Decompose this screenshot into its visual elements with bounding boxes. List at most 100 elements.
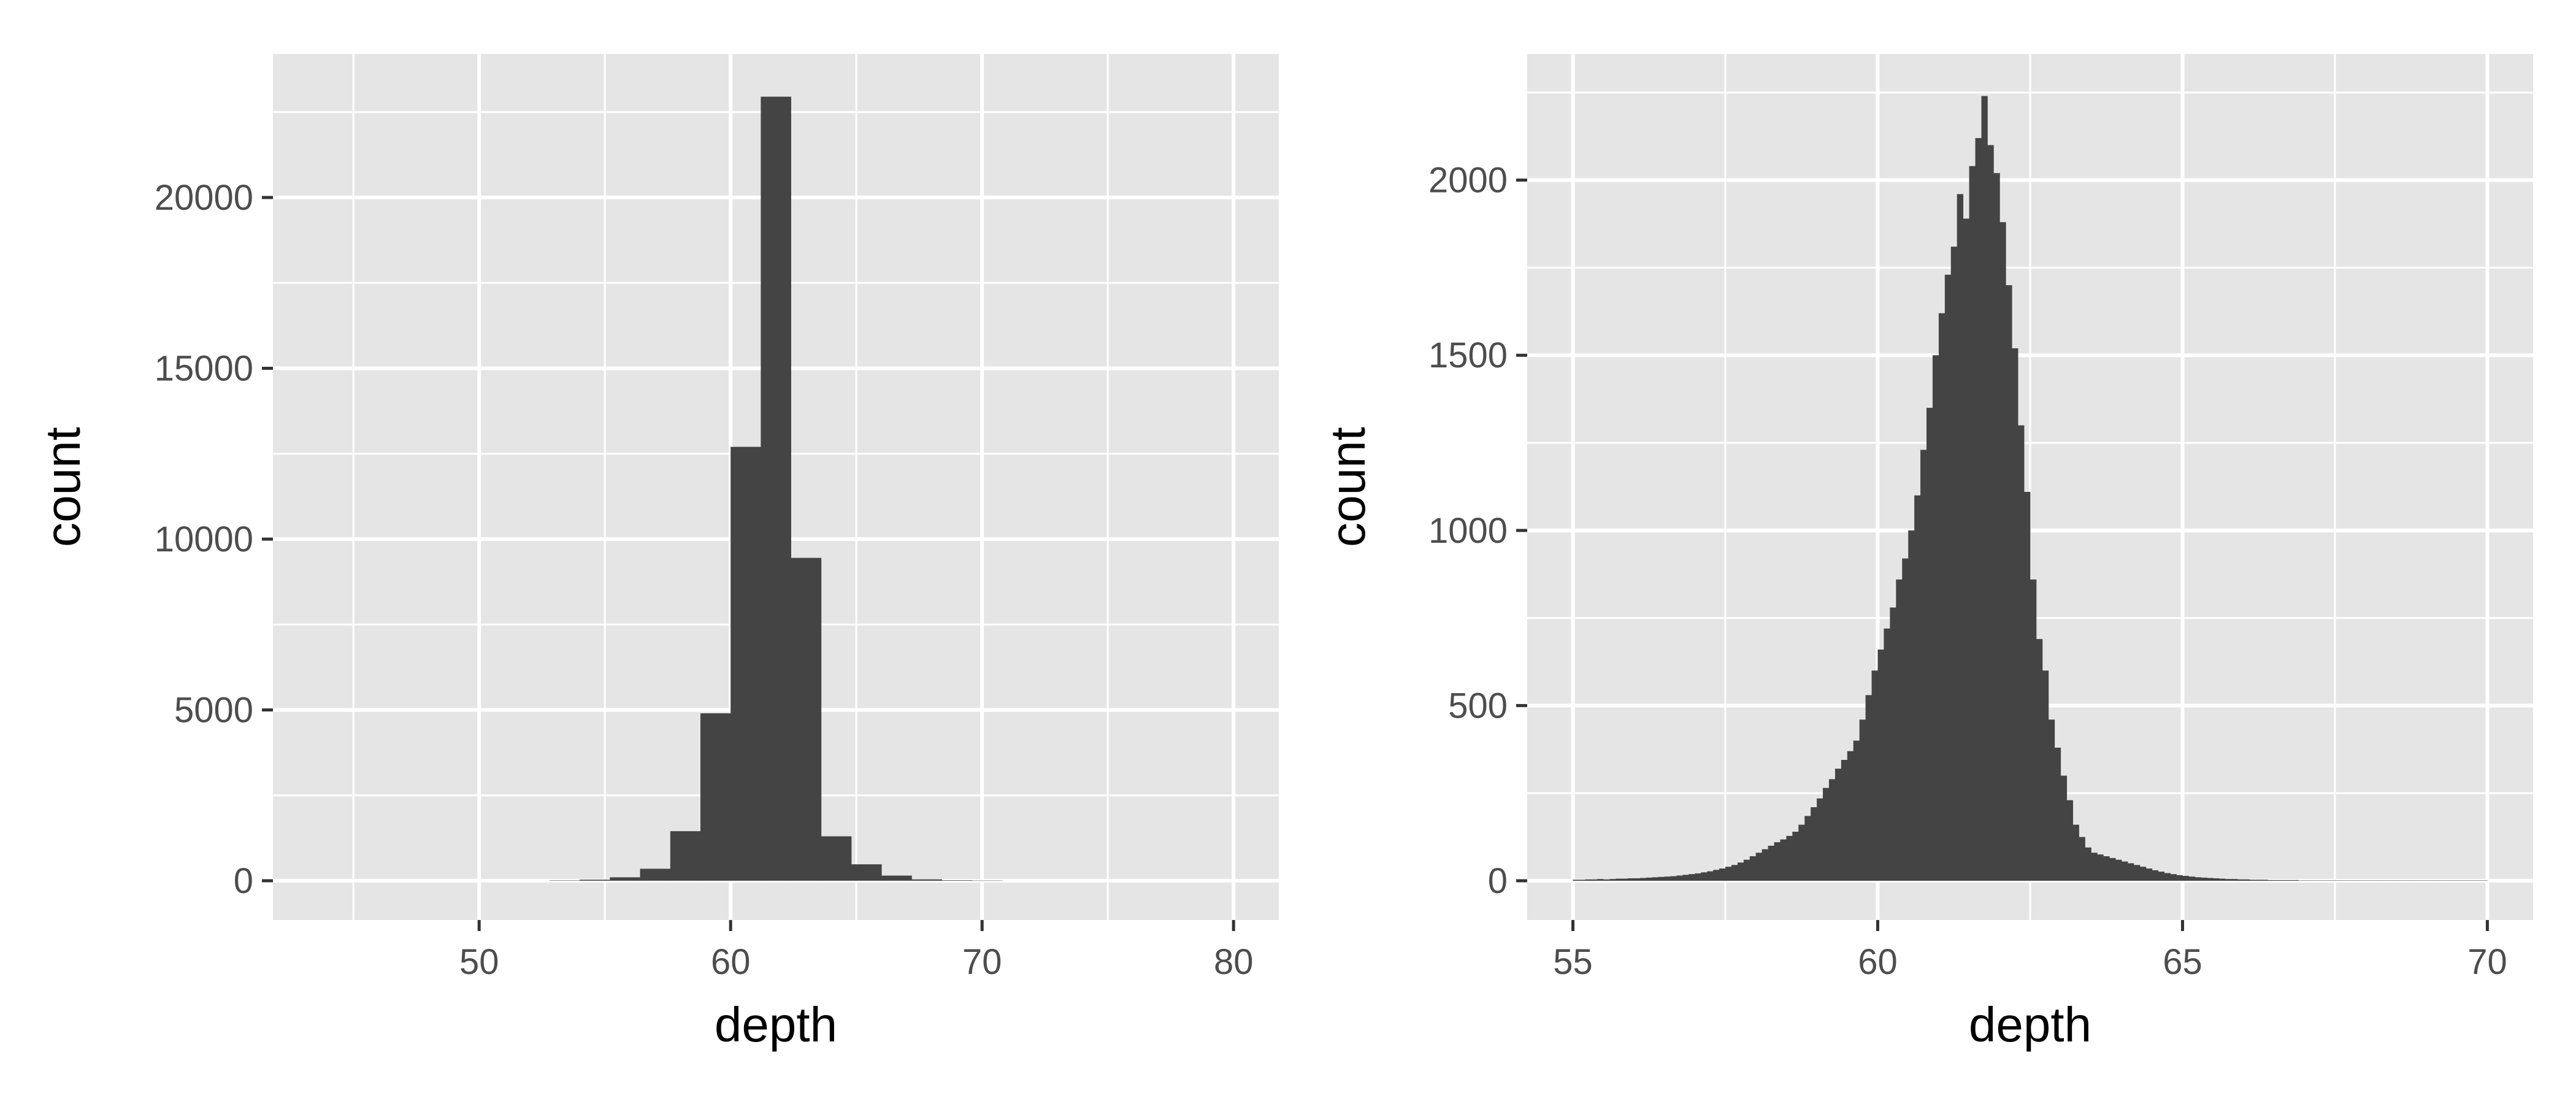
histogram-bar bbox=[2195, 877, 2201, 881]
histogram-bar bbox=[1914, 495, 1921, 881]
histogram-bar bbox=[1877, 650, 1884, 881]
y-tick-label: 2000 bbox=[1428, 161, 1508, 201]
histogram-bar bbox=[1786, 835, 1793, 881]
histogram-bar bbox=[1616, 878, 1622, 881]
y-tick-label: 5000 bbox=[174, 690, 253, 730]
histogram-bar bbox=[1908, 530, 1915, 881]
histogram-bar bbox=[610, 877, 640, 881]
histogram-bar bbox=[1969, 166, 1976, 881]
histogram-bar bbox=[1603, 879, 1610, 881]
histogram-bar bbox=[1725, 867, 1732, 881]
histogram-bar bbox=[2267, 880, 2274, 881]
histogram-bar bbox=[1780, 839, 1787, 881]
histogram-bar bbox=[851, 864, 882, 881]
histogram-bar bbox=[2158, 872, 2165, 881]
histogram-bar bbox=[1950, 247, 1958, 881]
histogram-bar bbox=[2066, 800, 2073, 881]
histogram-bar bbox=[1585, 879, 1592, 881]
histogram-bar bbox=[1591, 879, 1598, 881]
histogram-bar bbox=[2145, 868, 2153, 881]
histogram-bar bbox=[2054, 747, 2061, 881]
histogram-bar bbox=[2365, 880, 2372, 881]
histogram-bar bbox=[1841, 759, 1848, 881]
x-tick-label: 65 bbox=[2163, 942, 2202, 982]
histogram-bar bbox=[2469, 880, 2475, 881]
y-tick-label: 20000 bbox=[155, 178, 253, 218]
histogram-bar bbox=[1761, 849, 1769, 881]
histogram-bar bbox=[2414, 880, 2421, 881]
histogram-bar bbox=[1749, 856, 1757, 881]
histogram-bar bbox=[2115, 859, 2122, 881]
histogram-bar bbox=[2438, 880, 2445, 881]
histogram-bar bbox=[2402, 880, 2409, 881]
histogram-bar bbox=[1999, 222, 2006, 881]
histogram-bar bbox=[1865, 695, 1872, 881]
histogram-bar bbox=[1774, 842, 1781, 881]
histogram-bar bbox=[1957, 194, 1964, 881]
histogram-bar bbox=[1932, 355, 1939, 881]
right-histogram-panel: 0 500 1000 1500 2000 55 60 65 70 depth count bbox=[1321, 54, 2533, 1052]
histogram-bar bbox=[2420, 880, 2427, 881]
x-tick-label: 55 bbox=[1553, 942, 1593, 982]
histogram-bar bbox=[1804, 816, 1811, 881]
histogram-bar bbox=[2213, 878, 2220, 881]
histogram-bar bbox=[550, 880, 580, 881]
histogram-bar bbox=[670, 831, 701, 881]
histogram-bar bbox=[2219, 878, 2226, 881]
histogram-bar bbox=[2201, 877, 2207, 881]
histogram-bar bbox=[1884, 628, 1890, 881]
y-tick-label: 1000 bbox=[1428, 511, 1508, 551]
histogram-bar bbox=[1737, 862, 1744, 881]
histogram-bar bbox=[2249, 880, 2256, 881]
histogram-bar bbox=[2231, 879, 2238, 881]
histogram-bar bbox=[2463, 880, 2470, 881]
histogram-bar bbox=[1622, 878, 1628, 881]
histogram-bar bbox=[1859, 719, 1866, 881]
histogram-bar bbox=[2304, 880, 2311, 881]
histogram-bar bbox=[2377, 880, 2384, 881]
left-histogram-panel: 0 5000 10000 15000 20000 50 60 70 80 depth count bbox=[36, 54, 1279, 1052]
histogram-bar bbox=[1701, 872, 1708, 881]
histogram-bar bbox=[1658, 876, 1665, 881]
y-tick-label: 500 bbox=[1448, 686, 1508, 726]
histogram-bar bbox=[2408, 880, 2415, 881]
y-tick-label: 0 bbox=[1488, 861, 1508, 901]
histogram-bar bbox=[2176, 875, 2183, 881]
histogram-bar bbox=[2243, 879, 2250, 881]
histogram-bar bbox=[2085, 847, 2091, 881]
histogram-bar bbox=[1664, 876, 1671, 881]
histogram-bar bbox=[1755, 853, 1763, 881]
histogram-bar bbox=[1926, 407, 1933, 881]
histogram-bar bbox=[2255, 880, 2263, 881]
histogram-bar bbox=[1975, 138, 1982, 881]
histogram-bar bbox=[1871, 670, 1878, 881]
histogram-bar bbox=[1798, 824, 1805, 881]
histogram-bar bbox=[2188, 876, 2195, 881]
histogram-bar bbox=[941, 880, 973, 881]
y-tick-label: 0 bbox=[234, 861, 253, 901]
histogram-bar bbox=[1823, 788, 1830, 881]
histogram-bar bbox=[1695, 873, 1701, 881]
y-tick-label: 1500 bbox=[1428, 335, 1508, 375]
histogram-bar bbox=[821, 836, 852, 881]
histogram-bar bbox=[1920, 450, 1927, 881]
histogram-bar bbox=[1834, 769, 1842, 881]
histogram-bar bbox=[2317, 880, 2323, 881]
histogram-bar bbox=[580, 880, 610, 881]
histogram-bar bbox=[1652, 877, 1659, 881]
histogram-bar bbox=[1597, 879, 1604, 881]
x-tick-label: 50 bbox=[459, 942, 499, 982]
histogram-bar bbox=[2036, 638, 2043, 881]
histogram-bar bbox=[2347, 880, 2354, 881]
histogram-bar bbox=[2353, 880, 2360, 881]
histogram-bar bbox=[761, 96, 791, 881]
y-tick-label: 10000 bbox=[155, 519, 253, 559]
histogram-bar bbox=[1633, 878, 1641, 881]
histogram-bar bbox=[1731, 865, 1738, 881]
histogram-bar bbox=[1609, 879, 1616, 881]
x-axis-title: depth bbox=[1969, 997, 2091, 1052]
histogram-bar bbox=[2072, 824, 2079, 881]
histogram-bar bbox=[1689, 874, 1695, 881]
histogram-bar bbox=[1682, 875, 1689, 881]
histogram-bar bbox=[2396, 880, 2402, 881]
